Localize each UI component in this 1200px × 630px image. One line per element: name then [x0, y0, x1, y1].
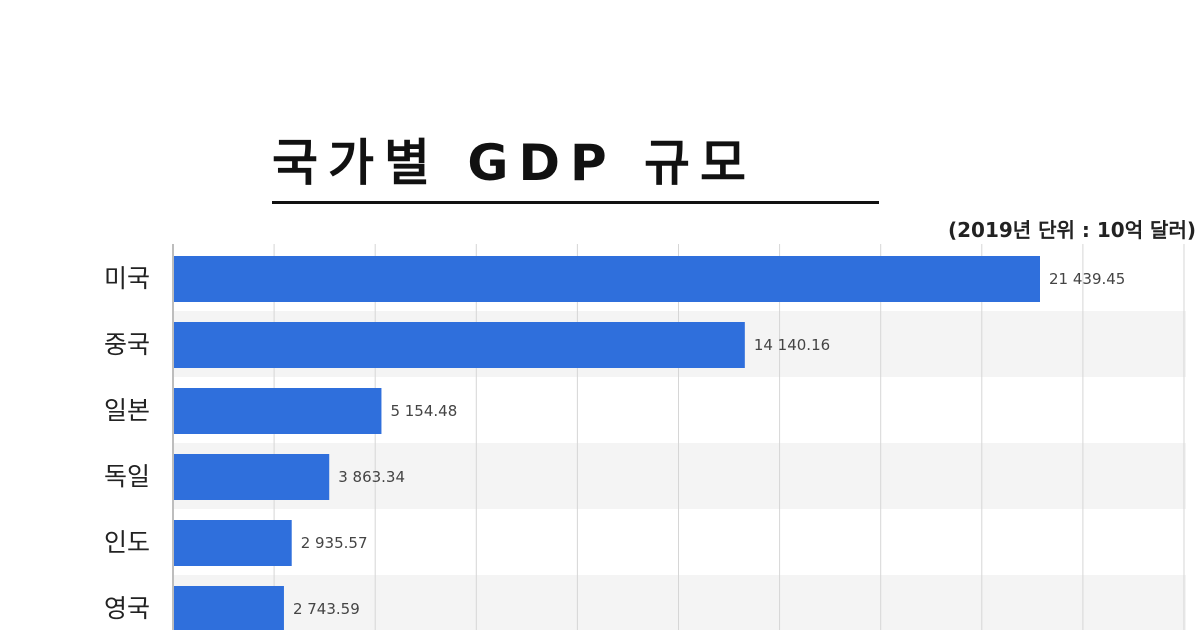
- value-label: 21 439.45: [1049, 270, 1125, 288]
- unit-note: (2019년 단위 : 10억 달러): [947, 218, 1196, 242]
- category-label: 인도: [104, 528, 150, 557]
- row-stripe: [173, 443, 1186, 509]
- bar-2: [174, 322, 745, 368]
- row-stripe: [173, 575, 1186, 630]
- value-label: 5 154.48: [390, 402, 457, 420]
- category-label: 일본: [104, 396, 150, 425]
- value-label: 2 935.57: [301, 534, 368, 552]
- bar-6: [174, 586, 284, 630]
- title-underline: [272, 201, 879, 204]
- value-label: 2 743.59: [293, 600, 360, 618]
- category-label: 독일: [104, 462, 150, 491]
- category-label: 미국: [104, 264, 150, 293]
- bar-5: [174, 520, 292, 566]
- value-label: 14 140.16: [754, 336, 830, 354]
- chart-title: 국가별 GDP 규모: [272, 134, 757, 192]
- category-label: 중국: [104, 330, 150, 359]
- value-label: 3 863.34: [338, 468, 405, 486]
- bar-1: [174, 256, 1040, 302]
- bar-4: [174, 454, 330, 500]
- bar-3: [174, 388, 382, 434]
- category-label: 영국: [104, 594, 150, 623]
